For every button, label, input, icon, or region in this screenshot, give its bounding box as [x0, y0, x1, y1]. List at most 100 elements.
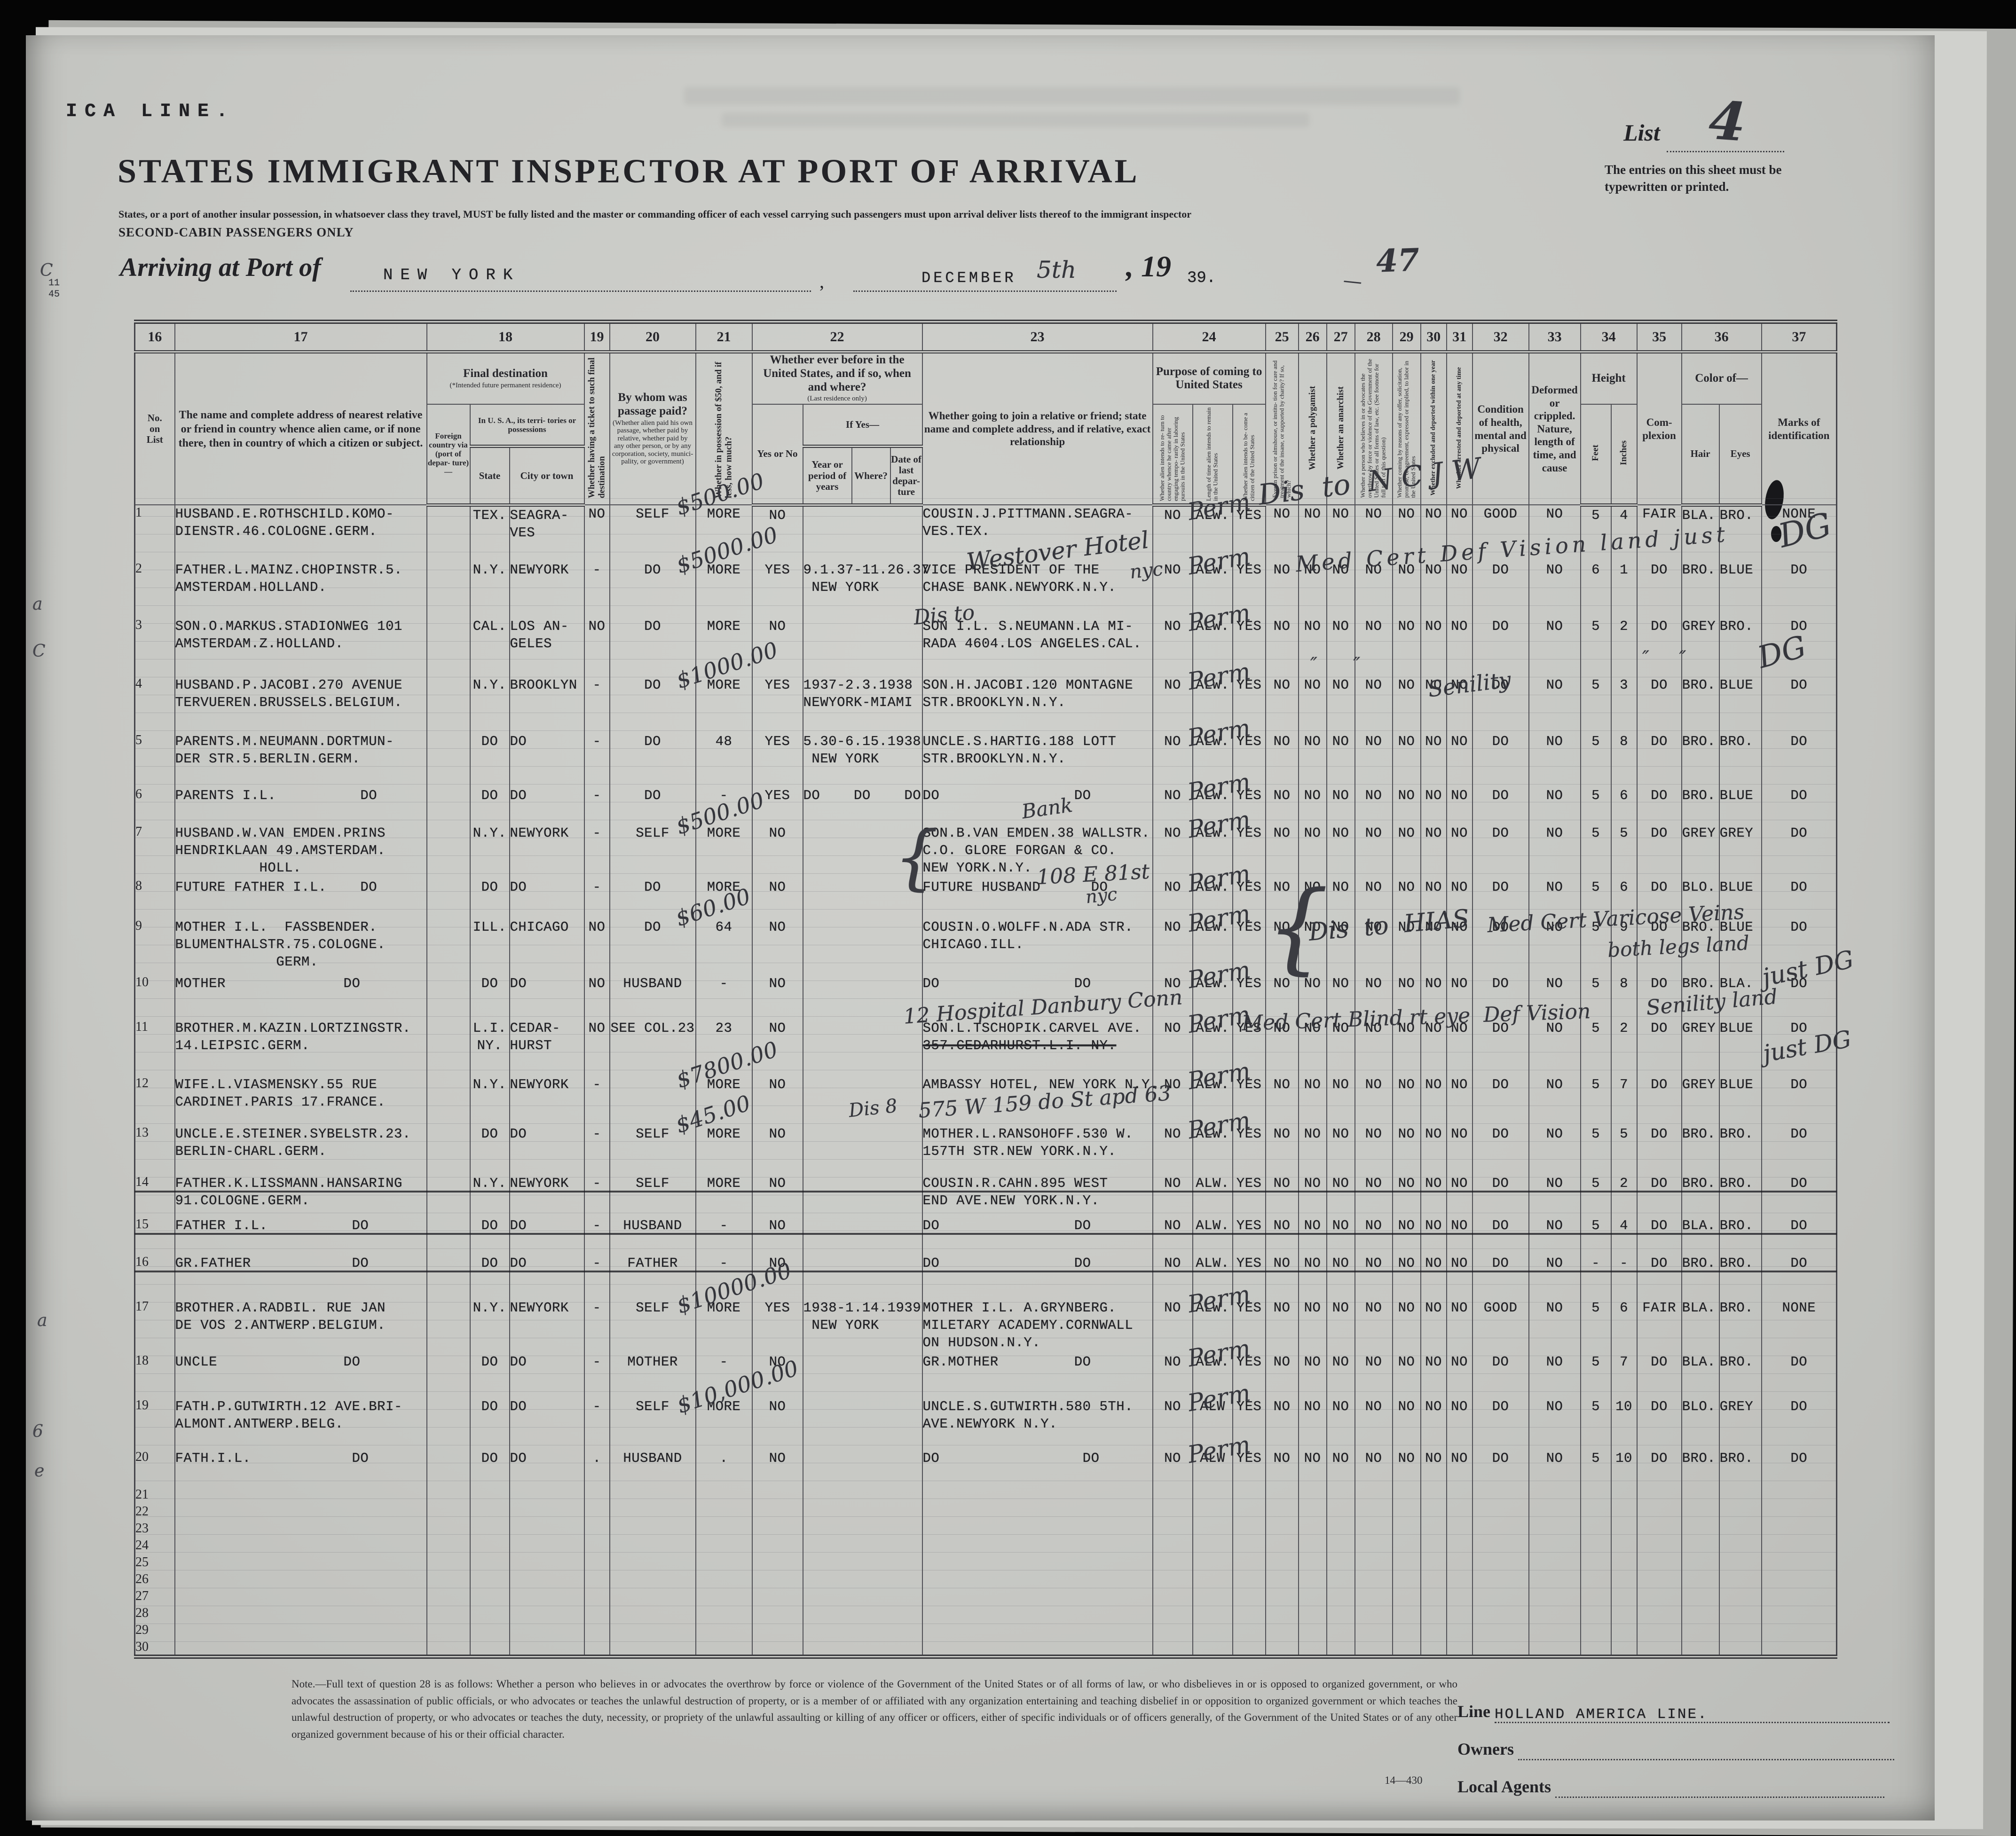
cell-i: -: [1610, 1255, 1638, 1300]
cell-c25: [1265, 1572, 1299, 1589]
cell-c22b: [802, 1538, 923, 1555]
cell-marks: [1761, 1623, 1837, 1640]
cell-c18a: [426, 1255, 471, 1300]
cell-hair: BRO.: [1681, 787, 1720, 825]
cell-c21: [695, 1504, 753, 1522]
cell-c19: .: [583, 1450, 610, 1488]
cell-c18c: DO: [509, 1398, 585, 1450]
cell-c30: NO: [1420, 787, 1447, 825]
table-row: 5 PARENTS.M.NEUMANN.DORTMUN- DER STR.5.BE…: [134, 714, 1837, 787]
cell-c26: NO: [1298, 1255, 1328, 1300]
cell-c24a: [1152, 1555, 1193, 1572]
cell-eyes: BRO.: [1718, 1217, 1763, 1255]
cell-c17: [174, 1589, 427, 1606]
header-date-departure: Date of last depar- ture: [890, 446, 923, 507]
cell-f: 6: [1580, 561, 1612, 618]
cell-c24b: ALW. Perm: [1185, 542, 1252, 618]
cell-c21: -: [695, 1217, 753, 1255]
cell-c33: NO: [1528, 1299, 1581, 1354]
cell-marks: DO: [1761, 733, 1837, 787]
cell-c24b: ALW. Perm: [1185, 1001, 1252, 1076]
cell-c17: FUTURE FATHER I.L. DO: [174, 879, 427, 919]
cell-c24a: [1152, 1538, 1193, 1555]
cell-no: 15: [134, 1217, 175, 1255]
cell-c24c: [1232, 1640, 1266, 1657]
cell-c18a: [426, 1606, 471, 1623]
cell-c21: 64 $60.00: [672, 883, 754, 975]
cell-c32: [1472, 1487, 1529, 1505]
cell-marks: DO: [1761, 1175, 1838, 1217]
cell-marks: [1761, 1606, 1837, 1623]
cell-c29: NO: [1392, 1299, 1421, 1354]
cell-no: 7: [134, 824, 175, 879]
cell-c29: [1392, 1572, 1421, 1589]
cell-c29: [1392, 1538, 1421, 1555]
cell-c21: [695, 1606, 753, 1623]
cell-c22a: [751, 1572, 803, 1589]
cell-c26: NO: [1298, 676, 1327, 733]
cell-c25: [1265, 1504, 1299, 1522]
cell-c24c: YES: [1232, 918, 1266, 975]
cell-c28: NO: [1354, 1020, 1393, 1076]
cell-c32: DO: [1472, 1353, 1529, 1398]
cell-c26: [1298, 1538, 1327, 1555]
cell-c29: NO: [1392, 733, 1421, 787]
header-state: State: [469, 446, 510, 507]
cell-c32: DO: [1472, 1255, 1530, 1300]
cell-eyes: BRO.: [1718, 1353, 1762, 1398]
cell-c28: NO: [1354, 676, 1393, 733]
cell-c21: MORE $500.00: [673, 468, 767, 562]
cell-f: 5: [1580, 1450, 1612, 1488]
cell-no: 9: [134, 918, 175, 975]
header-ever-before-sub: (Last residence only): [807, 395, 867, 403]
document-page: ICA LINE. List 4 The entries on this she…: [26, 35, 1935, 1820]
cell-c22b: [802, 1640, 923, 1657]
cell-eyes: [1718, 1623, 1762, 1640]
cell-c29: NO: [1392, 676, 1421, 733]
cell-c24c: [1232, 1572, 1266, 1589]
shipline-stamp: ICA LINE.: [66, 101, 236, 122]
col-num: 32: [1472, 321, 1529, 353]
cell-c33: NO: [1528, 975, 1581, 1020]
cell-c31: [1446, 1606, 1473, 1623]
cell-c22b: [802, 1125, 923, 1175]
cell-c25: NO: [1265, 561, 1299, 618]
cell-c19: NO: [583, 1020, 610, 1076]
cell-c23: VICE PRESIDENT OF THE CHASE BANK.NEWYORK…: [921, 561, 1153, 618]
header-purpose-return-label: Whether alien intends to re- turn to cou…: [1158, 415, 1186, 501]
cell-f: [1580, 1504, 1612, 1522]
cell-c20: DO: [609, 676, 696, 733]
cell-eyes: BRO.: [1718, 1299, 1762, 1354]
comma: ,: [819, 271, 824, 292]
cell-c28: [1354, 1623, 1393, 1640]
cell-c19: -: [583, 1125, 610, 1175]
cell-c31: NO: [1446, 505, 1473, 562]
cell-c33: NO: [1528, 1175, 1582, 1217]
header-anarchist: Whether an anarchist: [1326, 351, 1355, 506]
cell-cx: DO: [1636, 1450, 1682, 1488]
cell-c19: -: [583, 561, 610, 618]
cell-c17: WIFE.L.VIASMENSKY.55 RUE CARDINET.PARIS …: [174, 1076, 427, 1126]
cell-c24b: ALW. Perm: [1185, 860, 1252, 919]
cell-eyes: [1718, 1538, 1762, 1555]
cell-c26: NO: [1298, 879, 1327, 919]
cell-f: [1580, 1640, 1612, 1657]
cell-f: 5: [1580, 1353, 1612, 1398]
table-row: 21: [134, 1487, 1837, 1505]
cell-c18c: DO: [509, 879, 585, 919]
cell-c24a: NO: [1152, 505, 1193, 562]
handwritten-note: {: [1266, 870, 1329, 985]
cell-c24c: [1232, 1623, 1266, 1640]
table-row: 29: [134, 1623, 1837, 1640]
cell-c20: SELF: [609, 505, 696, 562]
cell-c24b: ALW. Perm: [1185, 1280, 1252, 1354]
cell-c24a: NO: [1152, 1299, 1193, 1354]
year-printed-19: , 19: [1126, 250, 1171, 283]
cell-c31: NO: [1446, 1353, 1473, 1398]
cell-no: 22: [134, 1504, 175, 1522]
cell-c31: [1446, 1572, 1473, 1589]
cell-c18a: [426, 1020, 471, 1076]
cell-eyes: [1718, 1572, 1762, 1589]
cell-c29: [1392, 1504, 1421, 1522]
cell-c24a: NO: [1152, 733, 1193, 787]
